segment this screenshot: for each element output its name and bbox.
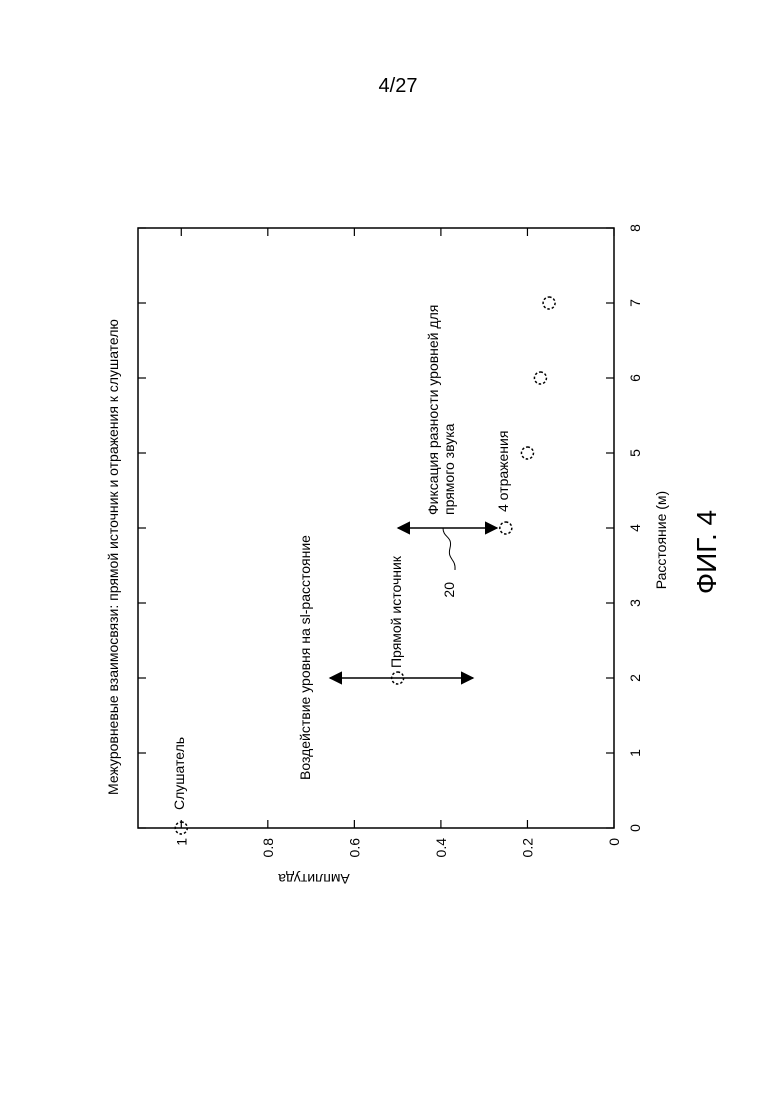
x-tick-label: 8: [627, 224, 643, 232]
annotation: Прямой источник: [388, 555, 404, 668]
x-tick-label: 6: [627, 374, 643, 382]
data-point: [521, 447, 533, 459]
leader-line: [443, 528, 455, 570]
y-tick-label: 0.4: [433, 838, 449, 858]
annotation: 20: [441, 582, 457, 598]
y-tick-label: 0.6: [346, 838, 362, 858]
x-tick-label: 3: [627, 599, 643, 607]
x-tick-label: 5: [627, 449, 643, 457]
y-tick-label: 0: [606, 838, 622, 846]
page: 4/27 Межуровневые взаимосвязи: прямой ис…: [0, 0, 780, 1103]
x-tick-label: 4: [627, 524, 643, 532]
y-tick-label: 0.2: [519, 838, 535, 858]
x-tick-label: 7: [627, 299, 643, 307]
annotation: 4 отражения: [495, 431, 511, 512]
data-point: [500, 522, 512, 534]
page-number: 4/27: [379, 75, 418, 97]
annotation: Фиксация разности уровней для: [425, 305, 441, 515]
x-tick-label: 2: [627, 674, 643, 682]
y-axis-label: Амплитуда: [278, 871, 350, 887]
chart-title: Межуровневые взаимосвязи: прямой источни…: [105, 319, 121, 795]
x-tick-label: 0: [627, 824, 643, 832]
plot-frame: [138, 228, 614, 828]
y-tick-label: 1: [173, 838, 189, 846]
rotated-chart: Межуровневые взаимосвязи: прямой источни…: [105, 224, 722, 887]
x-tick-label: 1: [627, 749, 643, 757]
data-point: [534, 372, 546, 384]
annotation: прямого звука: [441, 423, 457, 515]
y-tick-label: 0.8: [260, 838, 276, 858]
data-point: [543, 297, 555, 309]
x-axis-label: Расстояние (м): [653, 491, 669, 589]
annotation: Слушатель: [171, 737, 187, 810]
annotation: Воздействие уровня на sl-расстояние: [297, 535, 313, 780]
page-svg: 4/27 Межуровневые взаимосвязи: прямой ис…: [0, 0, 780, 1103]
figure-label: ФИГ. 4: [691, 510, 722, 594]
